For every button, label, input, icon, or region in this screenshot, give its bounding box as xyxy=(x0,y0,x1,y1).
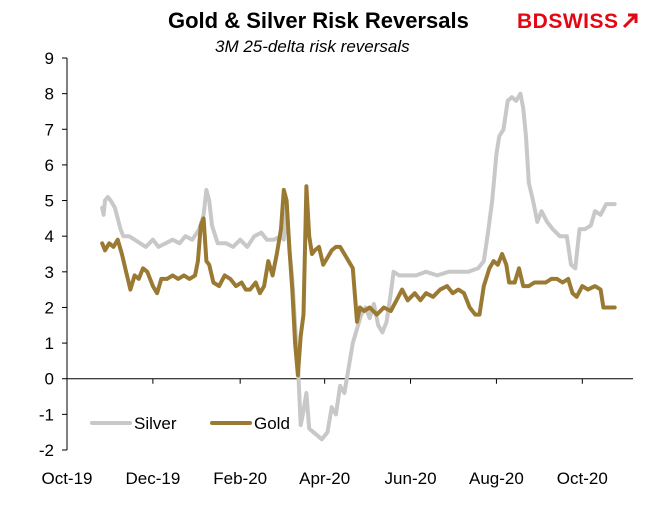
x-tick-label: Feb-20 xyxy=(213,469,267,488)
legend-label-gold: Gold xyxy=(254,414,290,433)
y-tick-label: 5 xyxy=(45,192,54,211)
brand-logo: BDSWISS xyxy=(517,10,639,34)
y-tick-label: 6 xyxy=(45,156,54,175)
y-tick-label: 7 xyxy=(45,120,54,139)
y-tick-label: -2 xyxy=(39,441,54,460)
y-tick-label: 3 xyxy=(45,263,54,282)
y-tick-label: 2 xyxy=(45,298,54,317)
chart-title: Gold & Silver Risk Reversals xyxy=(168,8,469,33)
series-line-silver xyxy=(100,91,617,442)
y-tick-label: 4 xyxy=(45,227,54,246)
y-tick-label: 0 xyxy=(45,370,54,389)
x-tick-label: Jun-20 xyxy=(385,469,437,488)
series-line-gold xyxy=(100,184,617,378)
chart-subtitle: 3M 25-delta risk reversals xyxy=(215,37,410,56)
y-tick-label: 8 xyxy=(45,85,54,104)
logo-text: BDSWISS xyxy=(517,10,619,33)
x-tick-label: Aug-20 xyxy=(469,469,524,488)
y-tick-label: 1 xyxy=(45,334,54,353)
y-tick-label: -1 xyxy=(39,405,54,424)
legend-label-silver: Silver xyxy=(134,414,177,433)
x-tick-label: Dec-19 xyxy=(125,469,180,488)
y-tick-label: 9 xyxy=(45,49,54,68)
x-tick-label: Oct-20 xyxy=(557,469,608,488)
logo-arrow-icon xyxy=(622,13,638,29)
x-tick-label: Oct-19 xyxy=(41,469,92,488)
x-tick-label: Apr-20 xyxy=(299,469,350,488)
